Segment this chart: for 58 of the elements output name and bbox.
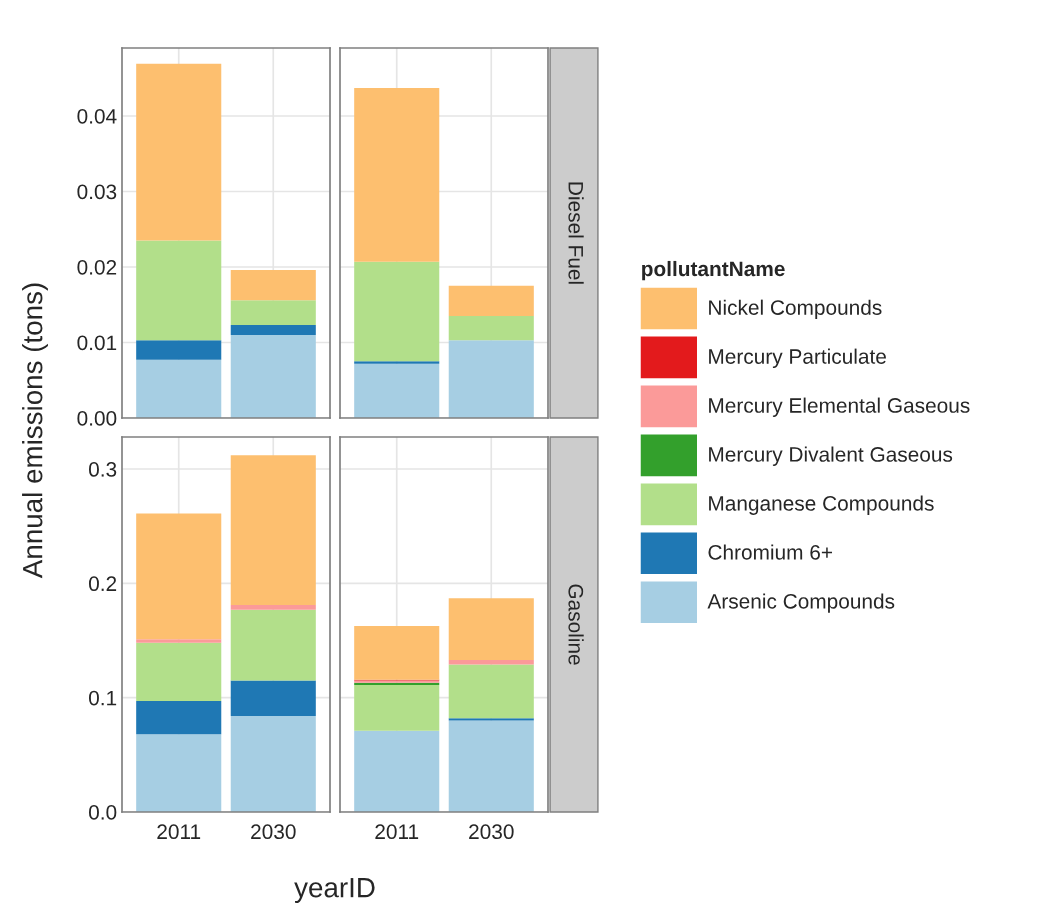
legend-label: Arsenic Compounds <box>707 593 895 613</box>
bar <box>448 285 534 317</box>
y-tick-label: 0.0 <box>88 805 117 820</box>
legend-label: Nickel Compounds <box>709 299 882 320</box>
y2-axis-title: Gasoline <box>568 584 584 665</box>
bar <box>354 730 440 812</box>
bar <box>448 718 534 721</box>
bar <box>230 325 316 335</box>
bar <box>136 701 222 735</box>
bar <box>448 664 534 719</box>
bar <box>136 642 222 702</box>
y-tick-label: 0.02 <box>77 259 117 275</box>
bar <box>136 359 222 418</box>
bar <box>448 316 534 341</box>
bar <box>136 734 222 812</box>
bar <box>136 240 222 341</box>
x-tick-label: 2011 <box>375 824 419 840</box>
bar <box>136 513 222 640</box>
x-tick-label: 2011 <box>157 824 201 840</box>
legend-title: pollutantName <box>642 260 785 281</box>
bar <box>448 659 534 665</box>
y2-axis-title: Diesel Fuel <box>568 182 584 284</box>
bar <box>448 598 534 660</box>
legend-label: Chromium 6+ <box>708 544 833 560</box>
y-tick-label: 0.00 <box>77 411 117 426</box>
x-axis-title: yearID <box>294 878 375 903</box>
x-tick-label: 2030 <box>251 824 296 840</box>
bar <box>230 605 316 610</box>
bar <box>230 609 316 681</box>
bar <box>354 363 440 418</box>
bar <box>354 626 440 680</box>
bar <box>354 361 440 364</box>
x-tick-label: 2030 <box>469 824 514 840</box>
y-tick-label: 0.1 <box>88 690 117 706</box>
bar <box>136 63 222 241</box>
bar <box>230 300 316 326</box>
legend-label: Manganese Compounds <box>709 495 934 515</box>
legend-label: Mercury Divalent Gaseous <box>709 446 953 466</box>
bar <box>354 685 440 731</box>
y-tick-label: 0.01 <box>77 335 117 351</box>
bar <box>230 270 316 301</box>
bar <box>136 639 222 643</box>
bar <box>448 340 534 418</box>
y-tick-label: 0.03 <box>77 184 117 200</box>
bar <box>136 340 222 360</box>
bar <box>448 720 534 812</box>
y-tick-label: 0.3 <box>88 462 117 477</box>
y-tick-label: 0.2 <box>88 576 117 592</box>
y-axis-title: Annual emissions (tons) <box>22 283 48 579</box>
legend-label: Mercury Elemental Gaseous <box>709 397 970 417</box>
bar <box>230 455 316 606</box>
y-tick-label: 0.04 <box>77 108 117 124</box>
bar <box>354 88 440 262</box>
bar <box>230 680 316 716</box>
bar <box>354 261 440 362</box>
legend-label: Mercury Particulate <box>709 348 886 369</box>
bar <box>230 715 316 812</box>
bar <box>230 334 316 418</box>
